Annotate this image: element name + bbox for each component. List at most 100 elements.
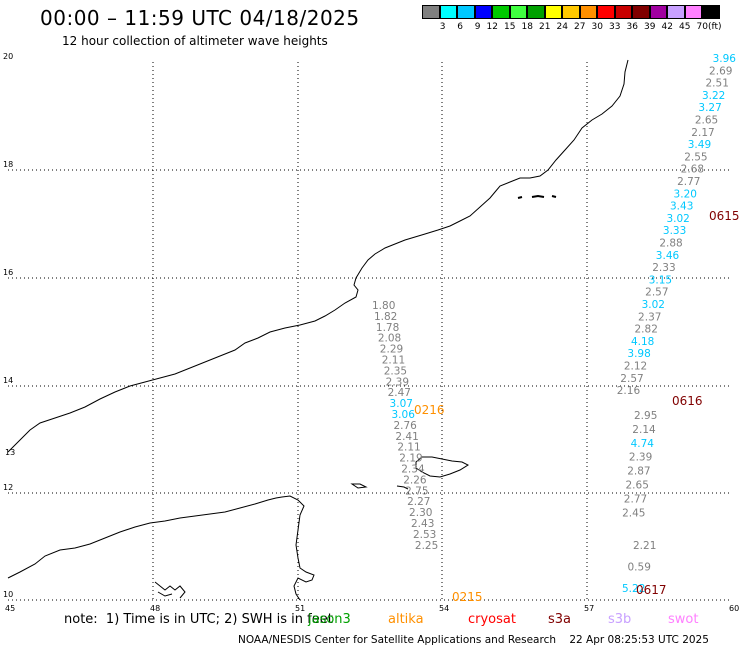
color-legend-labels: 3 6 9 12 15 18 21 24 27 30 33 36 39 42 45 70 (ft): [422, 22, 722, 32]
swh-value: 2.43: [411, 518, 434, 530]
swh-value: 3.49: [688, 139, 711, 151]
legend-swatch: [422, 5, 440, 19]
small-islands-south: [154, 581, 186, 599]
pass-time-label: 0617: [636, 583, 667, 597]
lon-tick-label: 54: [439, 604, 449, 613]
coastline-somalia: [7, 495, 315, 601]
footer-note: note: 1) Time is in UTC; 2) SWH is in fe…: [64, 612, 333, 627]
swh-value: 3.20: [674, 188, 697, 200]
map-frame: [7, 61, 733, 601]
swh-value: 2.27: [407, 496, 430, 508]
swh-value: 2.51: [706, 78, 729, 90]
legend-label: 21: [539, 22, 551, 32]
swh-value: 2.77: [624, 493, 647, 505]
legend-swatch: [632, 5, 650, 19]
swh-value: 2.16: [617, 385, 641, 397]
swh-value: 1.82: [374, 311, 397, 323]
swh-value: 0.59: [628, 562, 651, 574]
legend-label: 70: [696, 22, 708, 32]
swh-value: 2.57: [620, 373, 643, 385]
swh-value: 3.06: [392, 409, 416, 421]
satellite-name-s3b: s3b: [608, 612, 632, 627]
legend-swatch: [597, 5, 615, 19]
swh-value: 2.29: [380, 344, 403, 356]
lat-tick-label: 20: [3, 52, 13, 61]
pass-time-label: 0615: [709, 209, 740, 223]
swh-value: 2.17: [691, 127, 714, 139]
swh-value: 2.65: [695, 115, 718, 127]
swh-value: 3.02: [642, 299, 665, 311]
legend-swatch: [684, 5, 702, 19]
swh-value: 2.75: [405, 485, 428, 497]
swh-value: 2.53: [413, 529, 436, 541]
legend-label: 6: [457, 22, 463, 32]
lon-tick-label: 45: [5, 604, 15, 613]
swh-value: 2.65: [626, 480, 649, 492]
legend-swatch: [457, 5, 475, 19]
legend-label: 45: [679, 22, 691, 32]
legend-unit: (ft): [708, 22, 722, 32]
legend-label: 15: [504, 22, 516, 32]
credit-line: NOAA/NESDIS Center for Satellite Applica…: [238, 634, 709, 646]
swh-value: 3.46: [656, 250, 680, 262]
swh-value: 2.11: [382, 355, 405, 367]
legend-label: 18: [521, 22, 533, 32]
swh-value: 2.68: [681, 164, 704, 176]
legend-swatch: [544, 5, 562, 19]
small-island: [350, 483, 368, 489]
satellite-name-s3a: s3a: [548, 612, 572, 627]
coastline-arabia: [7, 59, 629, 453]
legend-label: 9: [474, 22, 481, 32]
swh-value: 3.43: [670, 201, 693, 213]
swh-value: 2.21: [633, 540, 656, 552]
swh-value: 3.96: [713, 53, 737, 65]
swh-value: 1.78: [376, 322, 399, 334]
pass-time-label: 0216: [414, 403, 445, 417]
swh-value: 5.22: [622, 583, 645, 595]
legend-label: 42: [661, 22, 673, 32]
swh-value: 2.87: [627, 466, 650, 478]
swh-value: 2.11: [397, 442, 420, 454]
lon-tick-label: 57: [584, 604, 594, 613]
socotra-island: [415, 456, 470, 478]
swh-value: 2.12: [624, 361, 647, 373]
satellite-name-swot: swot: [668, 612, 699, 627]
swh-value: 2.88: [659, 238, 682, 250]
swh-value: 1.80: [372, 300, 395, 312]
legend-swatch: [527, 5, 545, 19]
swh-value: 2.35: [384, 365, 407, 377]
swh-value: 3.98: [627, 348, 650, 360]
lat-tick-label: 10: [3, 590, 13, 599]
legend-label: 33: [609, 22, 621, 32]
swh-value: 2.95: [634, 410, 657, 422]
swh-value: 2.41: [395, 431, 418, 443]
legend-swatch: [649, 5, 667, 19]
legend-label: 36: [626, 22, 638, 32]
legend-swatch: [492, 5, 510, 19]
legend-label: 3: [439, 22, 446, 32]
chart-subtitle: 12 hour collection of altimeter wave hei…: [62, 34, 328, 48]
legend-label: 39: [644, 22, 656, 32]
lat-tick-label: 18: [3, 160, 13, 169]
swh-value: 2.08: [378, 333, 401, 345]
lon-tick-label: 48: [150, 604, 160, 613]
legend-swatch: [474, 5, 492, 19]
swh-value: 2.55: [684, 151, 707, 163]
swh-value: 4.18: [631, 336, 654, 348]
lon-tick-label: 60: [729, 604, 739, 613]
swh-value: 2.69: [709, 65, 732, 77]
swh-value: 2.34: [401, 464, 425, 476]
swh-value: 3.07: [390, 398, 413, 410]
legend-swatch: [579, 5, 597, 19]
swh-value: 3.15: [649, 274, 672, 286]
legend-swatch: [667, 5, 685, 19]
swh-value: 2.33: [652, 262, 675, 274]
swh-value: 3.27: [698, 102, 721, 114]
swh-value: 2.26: [403, 474, 427, 486]
swh-value: 2.37: [638, 311, 661, 323]
swh-value: 2.47: [388, 387, 411, 399]
swh-value: 2.14: [632, 424, 656, 436]
satellite-name-cryosat: cryosat: [468, 612, 516, 627]
pass-time-label: 0616: [672, 394, 703, 408]
lon-tick-label: 51: [295, 604, 305, 613]
